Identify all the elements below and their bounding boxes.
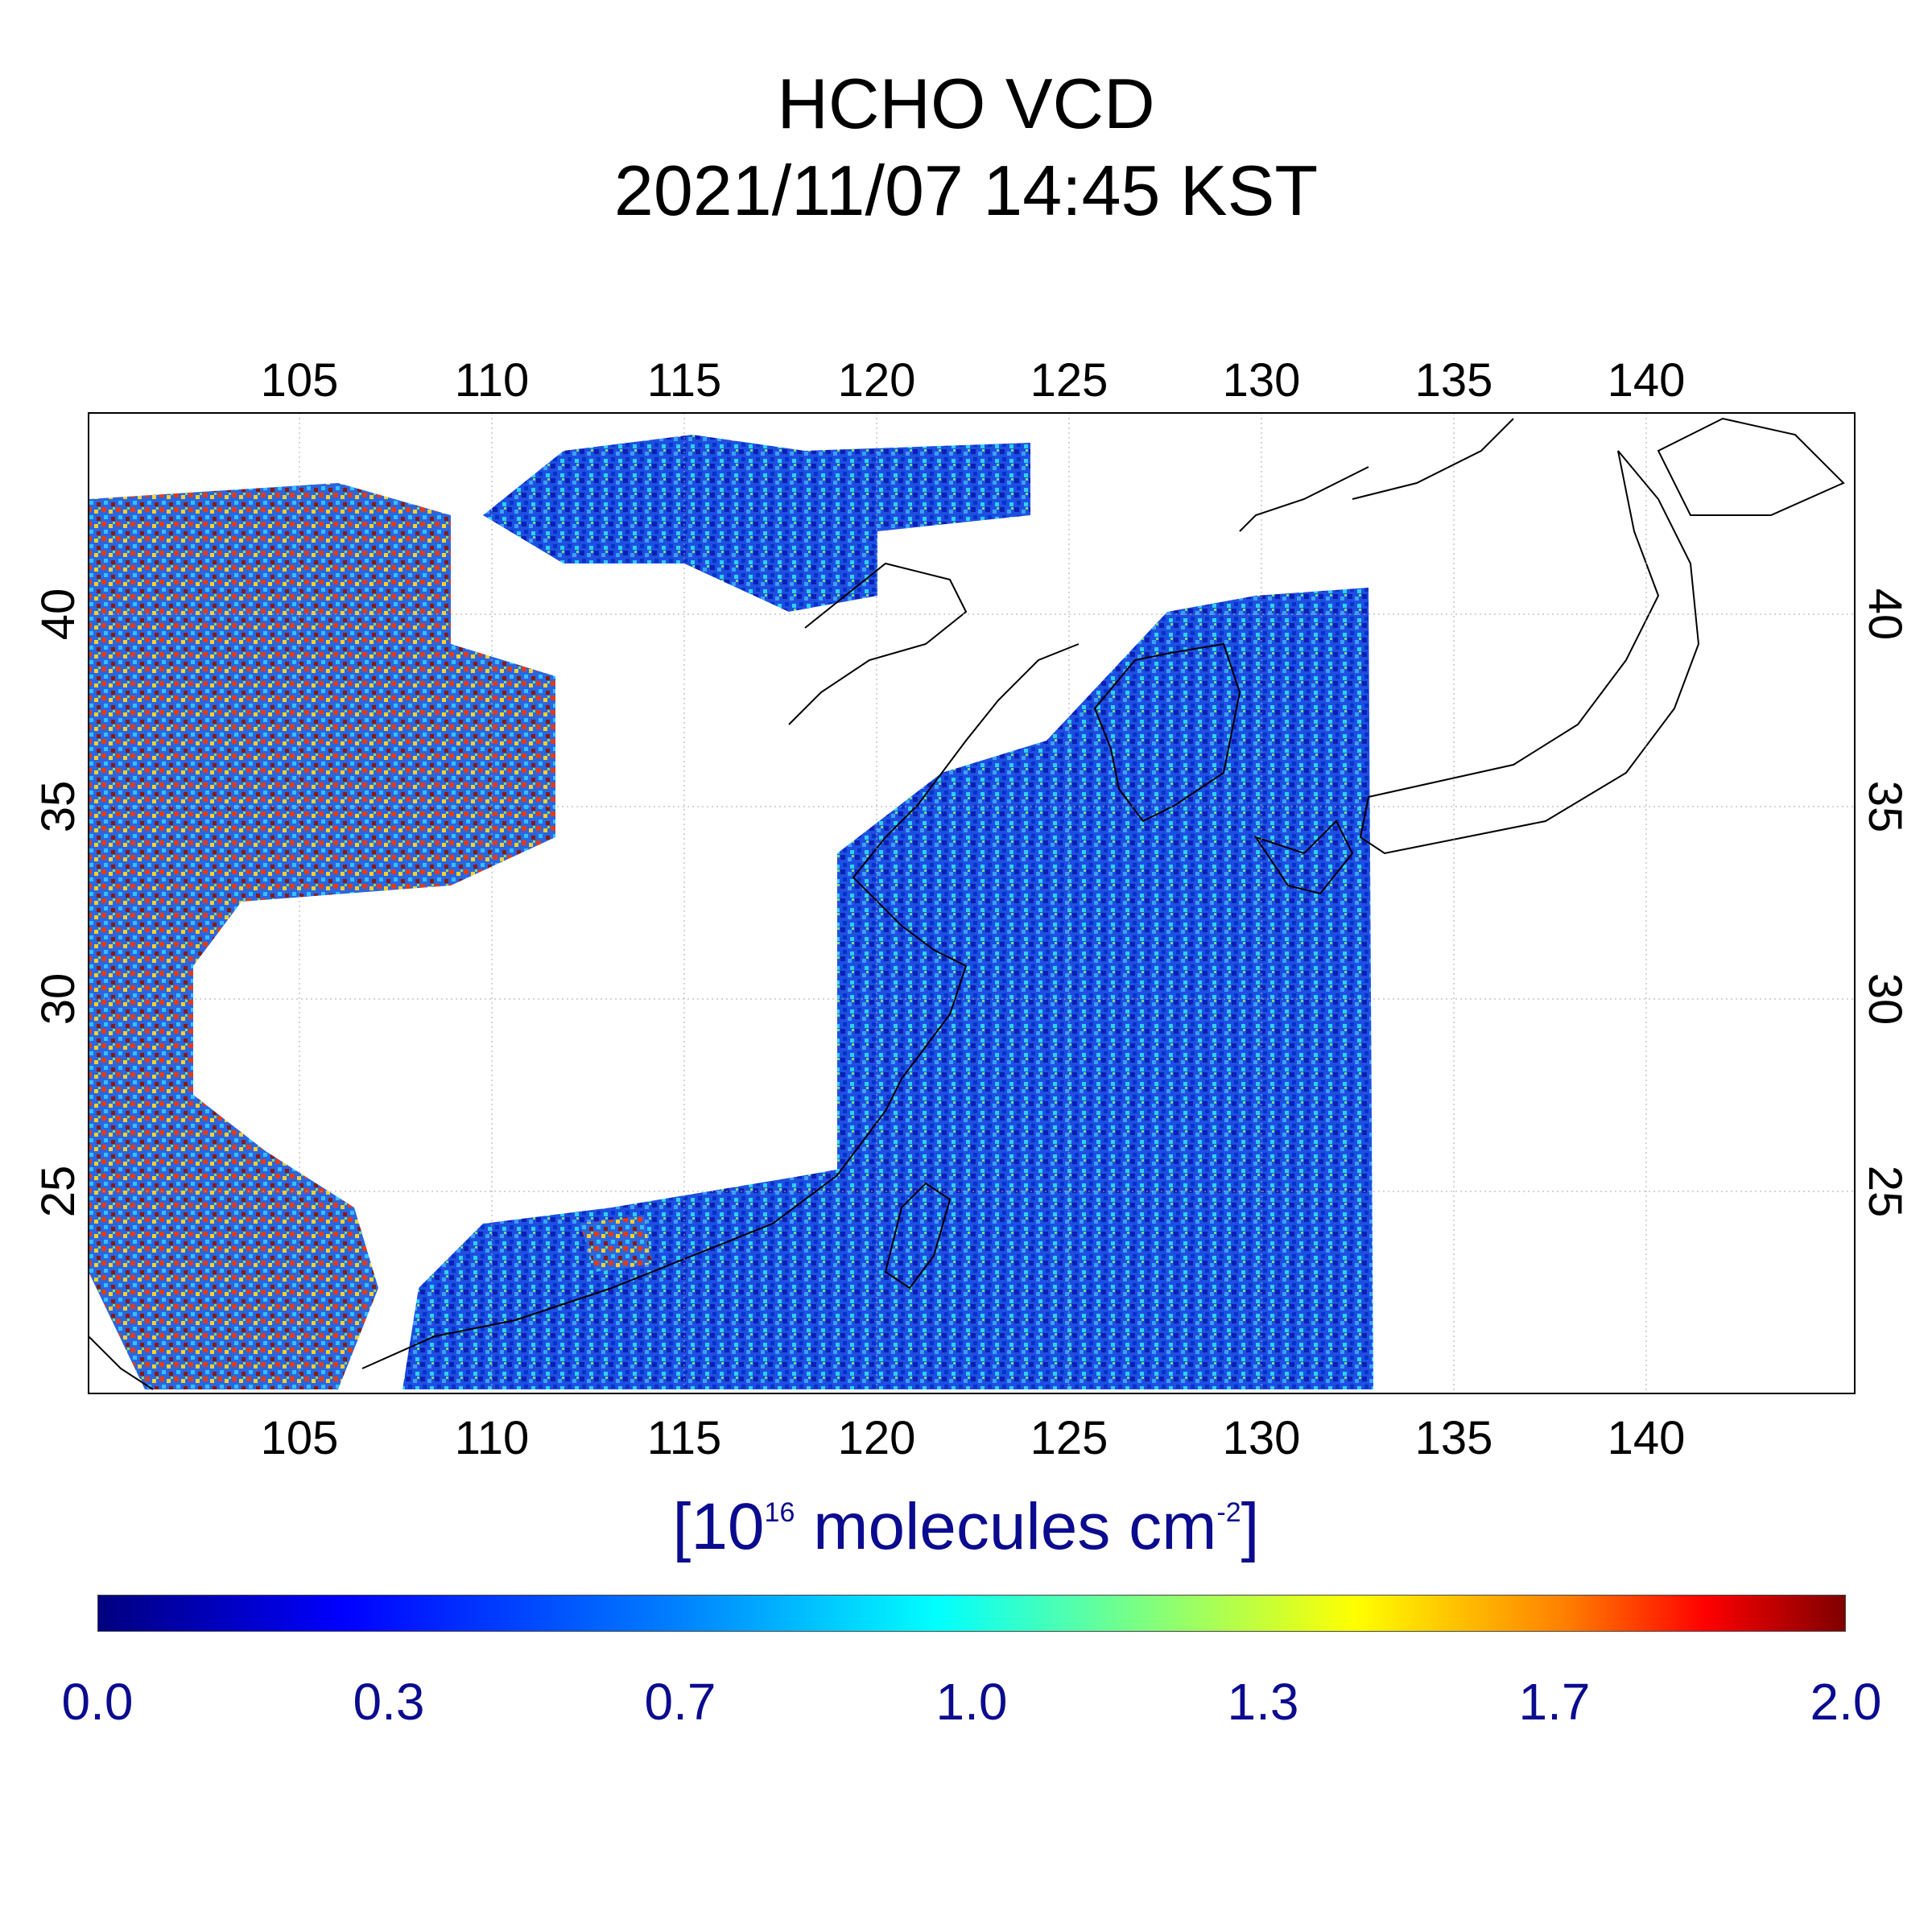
colorbar <box>97 1595 1846 1632</box>
data-swath-east <box>837 588 1373 1389</box>
y-tick-left: 30 <box>32 973 85 1026</box>
x-tick-top: 120 <box>838 354 916 407</box>
y-tick-right: 25 <box>1859 1166 1911 1218</box>
units-mid: molecules cm <box>795 1490 1217 1563</box>
data-swath-west <box>89 483 555 1389</box>
y-tick-right: 30 <box>1859 973 1911 1026</box>
x-tick-bottom: 140 <box>1608 1412 1686 1464</box>
y-tick-left: 25 <box>32 1166 85 1218</box>
colorbar-tick: 1.7 <box>1518 1673 1591 1731</box>
x-ticks-bottom: 105 110 115 120 125 130 135 140 <box>261 1412 1686 1464</box>
x-tick-bottom: 115 <box>647 1412 721 1464</box>
units-prefix: [10 <box>672 1490 765 1563</box>
data-swath-south <box>402 1159 934 1389</box>
y-ticks-left: 40 35 30 25 <box>32 588 85 1218</box>
units-exponent-1: 16 <box>764 1497 795 1528</box>
map-title: HCHO VCD <box>777 64 1155 143</box>
map-timestamp: 2021/11/07 14:45 KST <box>613 151 1319 230</box>
x-tick-bottom: 110 <box>455 1412 529 1464</box>
colorbar-tick: 1.0 <box>935 1673 1008 1731</box>
x-tick-top: 130 <box>1223 354 1301 407</box>
retrieval-field <box>89 435 1373 1389</box>
y-ticks-right: 40 35 30 25 <box>1859 588 1911 1218</box>
x-tick-top: 110 <box>455 354 529 407</box>
x-tick-top: 135 <box>1415 354 1493 407</box>
colorbar-tick: 0.7 <box>644 1673 716 1731</box>
x-tick-bottom: 105 <box>261 1412 339 1464</box>
data-swath-north <box>483 435 1030 612</box>
y-tick-right: 35 <box>1859 781 1911 833</box>
colorbar-tick: 0.0 <box>61 1673 134 1731</box>
x-tick-top: 115 <box>647 354 721 407</box>
colorbar-units: [1016 molecules cm-2] <box>0 1494 1932 1560</box>
units-suffix: ] <box>1241 1490 1260 1563</box>
grid-lines <box>89 413 1855 1393</box>
y-tick-right: 40 <box>1859 588 1911 641</box>
x-tick-top: 105 <box>261 354 339 407</box>
x-tick-top: 140 <box>1608 354 1686 407</box>
units-exponent-2: -2 <box>1216 1497 1241 1528</box>
colorbar-tick: 1.3 <box>1227 1673 1299 1731</box>
x-tick-top: 125 <box>1030 354 1108 407</box>
coastlines <box>88 417 1845 1390</box>
x-ticks-top: 105 110 115 120 125 130 135 140 <box>261 354 1686 407</box>
x-tick-bottom: 135 <box>1415 1412 1493 1464</box>
y-tick-left: 40 <box>32 588 85 641</box>
x-tick-bottom: 130 <box>1223 1412 1301 1464</box>
data-patch-south-china <box>580 1216 652 1272</box>
x-tick-bottom: 125 <box>1030 1412 1108 1464</box>
y-tick-left: 35 <box>32 781 85 833</box>
map-frame <box>88 412 1856 1394</box>
x-tick-bottom: 120 <box>838 1412 916 1464</box>
colorbar-tick: 2.0 <box>1810 1673 1882 1731</box>
colorbar-tick: 0.3 <box>353 1673 425 1731</box>
